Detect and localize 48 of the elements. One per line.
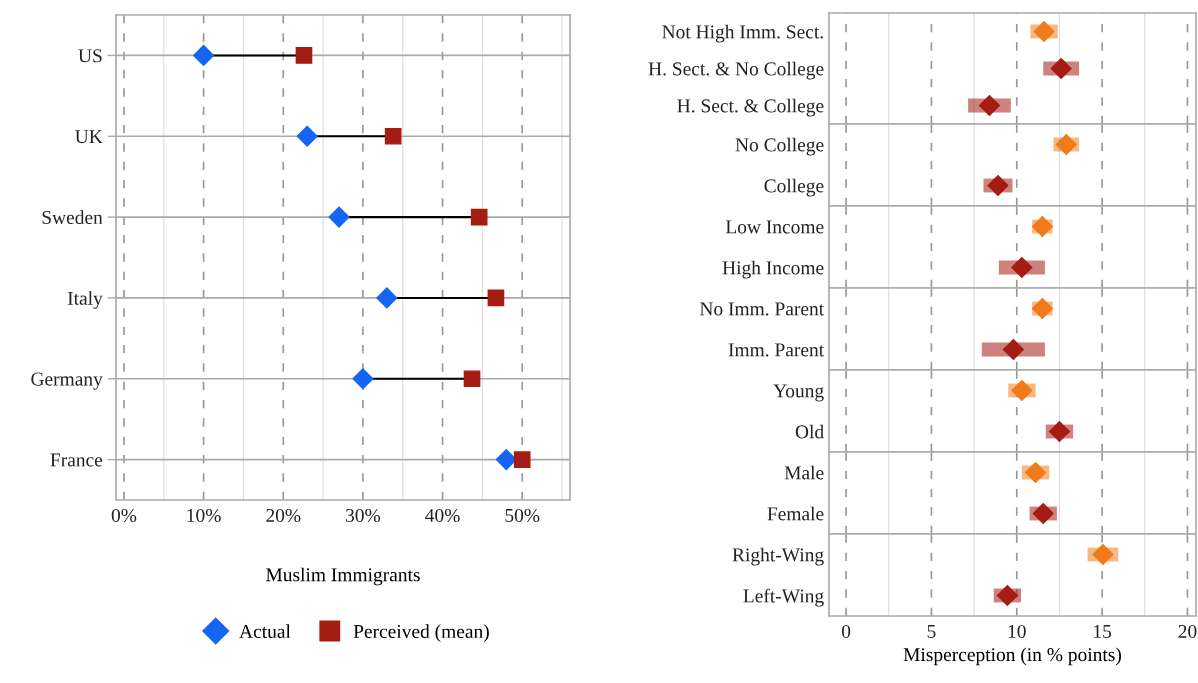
x-tick-label: 10 — [1008, 624, 1026, 639]
x-axis-title: Muslim Immigrants — [266, 567, 420, 586]
legend-label: Actual — [239, 624, 291, 638]
y-tick-label: France — [50, 453, 103, 467]
y-tick-label: No Imm. Parent — [699, 302, 825, 316]
x-tick-label: 30% — [346, 508, 381, 523]
y-tick-label: Young — [773, 384, 824, 402]
y-tick-label: Low Income — [725, 220, 824, 234]
y-tick-label: Female — [767, 506, 824, 521]
y-tick-label: H. Sect. & No College — [648, 61, 824, 80]
point — [295, 47, 313, 64]
x-axis-title: Misperception (in % points) — [903, 647, 1121, 666]
x-tick-label: 10% — [187, 508, 221, 523]
x-tick-label: 40% — [425, 508, 460, 523]
legend-label: Perceived (mean) — [353, 624, 489, 642]
point — [487, 289, 505, 307]
y-tick-label: Germany — [31, 372, 103, 390]
point — [513, 451, 531, 468]
point — [495, 449, 517, 471]
x-tick-label: 0% — [111, 508, 137, 523]
point — [352, 368, 374, 390]
x-tick-label: 0 — [841, 624, 851, 639]
x-tick-label: 5 — [927, 625, 936, 639]
y-tick-label: Italy — [67, 291, 103, 309]
x-tick-label: 50% — [505, 508, 540, 523]
y-tick-label: Male — [784, 465, 824, 480]
y-tick-label: Left-Wing — [743, 588, 824, 607]
y-tick-label: College — [764, 178, 824, 197]
y-tick-label: UK — [75, 130, 103, 144]
point — [384, 127, 402, 145]
y-tick-label: H. Sect. & College — [677, 98, 824, 117]
point — [328, 206, 350, 228]
y-tick-label: High Income — [722, 260, 824, 279]
y-tick-label: Right-Wing — [732, 547, 824, 566]
point — [296, 125, 318, 147]
x-tick-label: 20 — [1178, 624, 1197, 639]
x-tick-label: 15 — [1094, 624, 1112, 639]
x-tick-label: 20% — [266, 508, 301, 523]
point — [463, 370, 481, 388]
point — [376, 287, 398, 309]
y-tick-label: Sweden — [42, 210, 103, 225]
y-tick-label: No College — [735, 137, 824, 156]
y-tick-label: US — [78, 49, 102, 63]
y-tick-label: Old — [795, 424, 824, 439]
y-tick-label: Imm. Parent — [728, 343, 825, 357]
point — [193, 44, 215, 66]
y-tick-label: Not High Imm. Sect. — [662, 24, 823, 43]
point — [470, 208, 488, 226]
